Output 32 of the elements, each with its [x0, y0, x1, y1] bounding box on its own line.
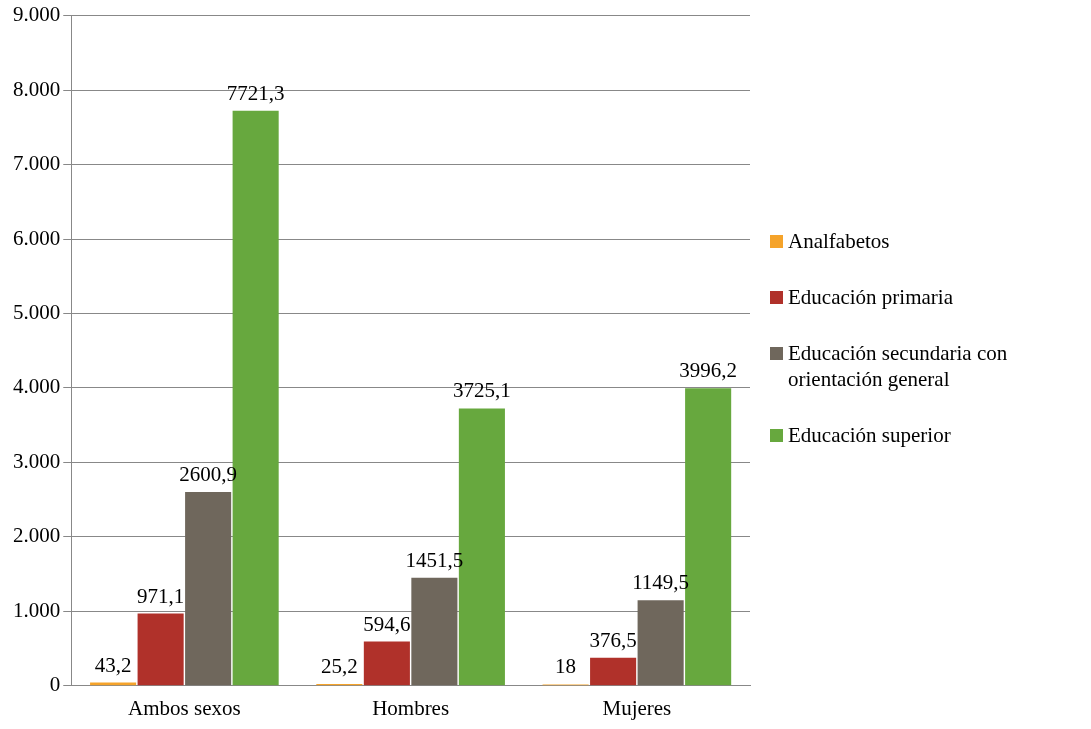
data-label: 18 — [555, 654, 577, 679]
y-tick-label: 7.000 — [13, 151, 61, 176]
data-label: 3725,1 — [453, 378, 511, 403]
y-tick-label: 2.000 — [13, 523, 61, 548]
y-tick-label: 4.000 — [13, 374, 61, 399]
y-tick-label: 5.000 — [13, 299, 61, 324]
data-label: 3996,2 — [679, 358, 738, 383]
bar — [637, 600, 684, 686]
legend-label: Educación secundaria con orientación general — [788, 340, 1009, 392]
y-tick-label: 6.000 — [13, 225, 61, 250]
legend-label: Educación superior — [788, 422, 951, 448]
data-label: 43,2 — [94, 652, 132, 677]
data-label: 7721,3 — [226, 80, 285, 105]
legend-label: Educación primaria — [788, 284, 954, 310]
data-label: 25,2 — [320, 653, 358, 678]
y-tick-label: 0 — [49, 672, 61, 697]
y-tick-label: 3.000 — [13, 448, 61, 473]
x-tick-label: Mujeres — [602, 695, 672, 720]
bar — [411, 577, 458, 686]
bar — [590, 657, 637, 686]
data-label: 971,1 — [136, 583, 185, 608]
data-label: 376,5 — [589, 627, 637, 652]
bar — [137, 613, 184, 686]
y-tick-label: 1.000 — [13, 597, 61, 622]
legend-label: Analfabetos — [788, 228, 890, 254]
x-tick-label: Ambos sexos — [128, 695, 241, 720]
y-tick-label: 8.000 — [13, 76, 61, 101]
y-tick-label: 9.000 — [13, 2, 61, 27]
x-tick-label: Hombres — [372, 695, 450, 720]
data-label: 594,6 — [363, 611, 411, 636]
bar — [185, 492, 232, 686]
bar — [363, 641, 410, 686]
